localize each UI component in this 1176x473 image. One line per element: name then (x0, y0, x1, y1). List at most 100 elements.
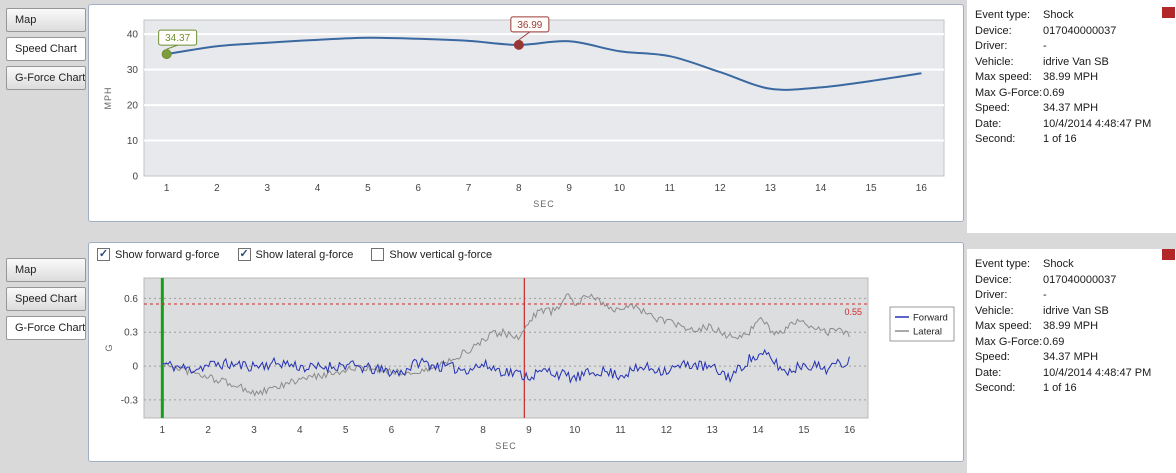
event-info-panel-top: Event type: Shock Device: 017040000037 Drive… (967, 0, 1176, 233)
info-value: 1 of 16 (1043, 133, 1077, 145)
svg-text:5: 5 (343, 425, 349, 436)
svg-text:0: 0 (132, 172, 138, 183)
svg-text:0.3: 0.3 (124, 328, 138, 339)
svg-text:5: 5 (365, 183, 371, 194)
svg-text:SEC: SEC (495, 441, 517, 451)
info-label: Second: (975, 382, 1016, 394)
checkbox-label: Show lateral g-force (255, 248, 354, 261)
info-row: Second: 1 of 16 (975, 382, 1176, 394)
tab-speed-chart-top[interactable]: Speed Chart (6, 37, 86, 61)
info-row: Vehicle: idrive Van SB (975, 56, 1176, 68)
tab-map-bottom[interactable]: Map (6, 258, 86, 282)
checkbox-label: Show vertical g-force (389, 248, 493, 261)
svg-text:10: 10 (569, 425, 581, 436)
info-value: - (1043, 40, 1047, 52)
info-row: Date: 10/4/2014 4:48:47 PM (975, 118, 1176, 130)
svg-text:0.6: 0.6 (124, 294, 138, 305)
svg-text:7: 7 (434, 425, 440, 436)
info-value: 34.37 MPH (1043, 351, 1099, 363)
svg-text:1: 1 (160, 425, 166, 436)
info-label: Date: (975, 366, 1002, 379)
checkbox-label: Show forward g-force (115, 248, 220, 261)
info-label: Speed: (975, 351, 1010, 363)
checkbox-icon[interactable]: ✓ (97, 248, 110, 261)
svg-text:6: 6 (415, 183, 421, 194)
show-forward-g-force-checkbox[interactable]: ✓ Show forward g-force (97, 248, 220, 261)
info-value: - (1043, 289, 1047, 301)
tab-gforce-chart-bottom[interactable]: G-Force Chart (6, 316, 86, 340)
info-label: Driver: (975, 40, 1008, 52)
gforce-chart[interactable]: -0.300.30.61 2 3 4 5 6 7 8 9 10 11 12 13 14 15 16SECG0.… (96, 273, 956, 457)
info-label: Vehicle: (975, 304, 1014, 317)
svg-text:40: 40 (127, 30, 139, 41)
gforce-toggles: ✓ Show forward g-force ✓ Show lateral g-for… (97, 248, 492, 261)
show-lateral-g-force-checkbox[interactable]: ✓ Show lateral g-force (237, 248, 354, 261)
svg-text:G: G (104, 344, 114, 351)
bottom-tab-strip: Map Speed Chart G-Force Chart (6, 258, 86, 345)
svg-text:SEC: SEC (533, 199, 555, 209)
svg-text:20: 20 (127, 101, 139, 112)
svg-text:13: 13 (765, 183, 777, 194)
svg-text:8: 8 (516, 183, 522, 194)
svg-text:8: 8 (480, 425, 486, 436)
info-label: Date: (975, 117, 1002, 130)
show-vertical-g-force-checkbox[interactable]: Show vertical g-force (371, 248, 492, 261)
svg-text:2: 2 (214, 183, 220, 194)
info-row: Max speed: 38.99 MPH (975, 71, 1176, 83)
info-row: Speed: 34.37 MPH (975, 102, 1176, 114)
tab-speed-chart-bottom[interactable]: Speed Chart (6, 287, 86, 311)
svg-text:Forward: Forward (913, 313, 948, 324)
svg-text:14: 14 (752, 425, 764, 436)
svg-text:15: 15 (798, 425, 810, 436)
svg-text:15: 15 (865, 183, 877, 194)
info-row: Driver: - (975, 289, 1176, 301)
info-row: Second: 1 of 16 (975, 133, 1176, 145)
svg-text:0.55: 0.55 (844, 307, 862, 317)
checkbox-icon[interactable] (371, 248, 385, 261)
info-row: Event type: Shock (975, 258, 1176, 270)
info-row: Vehicle: idrive Van SB (975, 305, 1176, 317)
info-value: 10/4/2014 4:48:47 PM (1043, 117, 1152, 130)
info-label: Event type: (975, 9, 1031, 21)
info-row: Device: 017040000037 (975, 25, 1176, 37)
svg-text:12: 12 (661, 425, 673, 436)
info-row: Max G-Force: 0.69 (975, 87, 1176, 99)
svg-text:3: 3 (251, 425, 257, 436)
info-value: 0.69 (1043, 335, 1065, 348)
info-label: Max speed: (975, 71, 1032, 83)
info-value: 38.99 MPH (1043, 320, 1099, 332)
info-value: 10/4/2014 4:48:47 PM (1043, 366, 1152, 379)
edge-marker-top (1162, 7, 1175, 18)
svg-text:14: 14 (815, 183, 827, 194)
info-row: Max speed: 38.99 MPH (975, 320, 1176, 332)
info-label: Vehicle: (975, 55, 1014, 68)
svg-text:11: 11 (615, 425, 626, 436)
info-label: Max G-Force: (975, 86, 1043, 99)
svg-text:3: 3 (264, 183, 270, 194)
info-row: Max G-Force: 0.69 (975, 336, 1176, 348)
svg-text:10: 10 (614, 183, 626, 194)
info-value: 38.99 MPH (1043, 71, 1099, 83)
svg-text:Lateral: Lateral (913, 327, 942, 338)
checkbox-icon[interactable]: ✓ (237, 248, 251, 261)
tab-gforce-chart-top[interactable]: G-Force Chart (6, 66, 86, 90)
svg-text:30: 30 (127, 65, 139, 76)
svg-text:4: 4 (297, 425, 303, 436)
info-value: 017040000037 (1043, 273, 1117, 286)
svg-text:34.37: 34.37 (165, 33, 190, 44)
info-row: Speed: 34.37 MPH (975, 351, 1176, 363)
info-label: Device: (975, 273, 1012, 286)
info-value: 1 of 16 (1043, 382, 1077, 394)
info-label: Max speed: (975, 320, 1032, 332)
info-value: 017040000037 (1043, 24, 1117, 37)
info-value: Shock (1043, 258, 1074, 270)
info-label: Second: (975, 133, 1016, 145)
svg-text:9: 9 (526, 425, 532, 436)
svg-text:1: 1 (164, 183, 170, 194)
svg-text:9: 9 (566, 183, 572, 194)
svg-text:6: 6 (389, 425, 395, 436)
tab-map-top[interactable]: Map (6, 8, 86, 32)
info-value: idrive Van SB (1043, 304, 1109, 317)
